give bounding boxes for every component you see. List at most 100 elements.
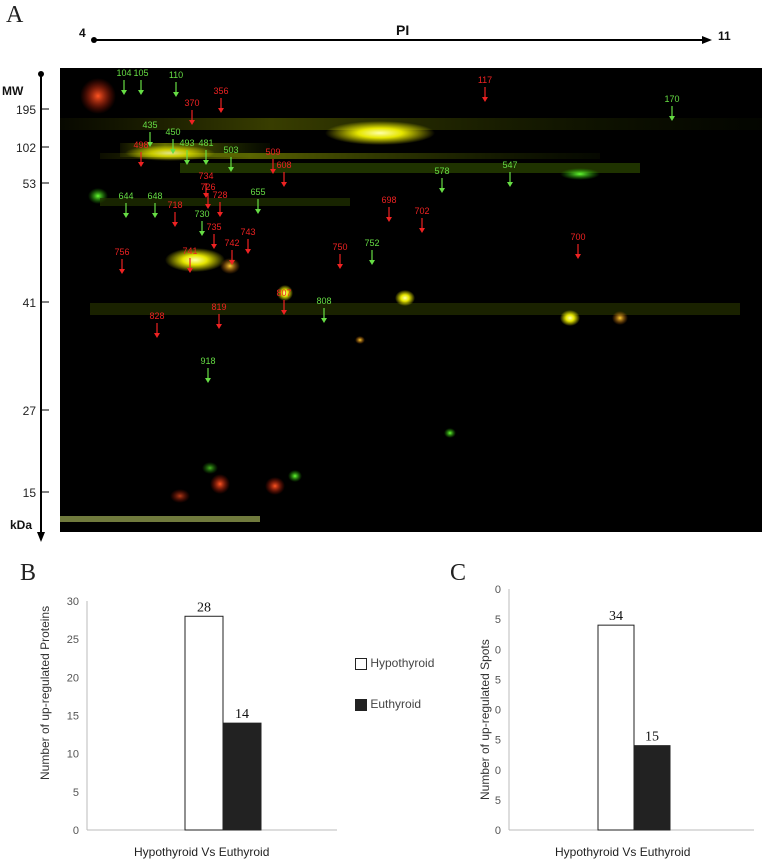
- legend-label-euthyroid: Euthyroid: [370, 697, 422, 711]
- spot-label-819: 819: [211, 302, 227, 312]
- spot-label-608: 608: [276, 160, 292, 170]
- spot-label-750: 750: [332, 242, 348, 252]
- spot-arrow-728: [217, 202, 223, 217]
- legend-item-hypothyroid: Hypothyroid: [355, 656, 434, 670]
- mw-tick-41: 41: [22, 296, 36, 310]
- spot-arrow-648: [152, 203, 158, 218]
- gel-image: [60, 68, 762, 532]
- spot-arrow-730: [199, 221, 205, 236]
- spot-label-655: 655: [250, 187, 266, 197]
- legend-swatch-hypothyroid: [355, 657, 367, 670]
- spot-label-752: 752: [364, 238, 380, 248]
- spot-label-105: 105: [133, 68, 149, 78]
- mw-tick-27: 27: [22, 404, 36, 418]
- spot-label-117: 117: [477, 75, 493, 85]
- spot-annotations: 104 105 110 356 117 170 370 435 450 498 493 481 503 5…: [114, 68, 680, 383]
- spot-arrow-808: [321, 308, 327, 323]
- y-tick-label: 10: [495, 765, 501, 777]
- spot-arrow-743: [245, 239, 251, 254]
- spot-arrow-644: [123, 203, 129, 218]
- spot-arrow-498: [138, 152, 144, 167]
- bar-data-label-hypothyroid: 28: [197, 600, 211, 615]
- panel-c-letter: C: [450, 560, 467, 586]
- y-tick-label: 10: [67, 749, 79, 761]
- spot-arrow-735: [211, 234, 217, 249]
- spot-arrow-726: [205, 194, 211, 209]
- legend-item-euthyroid: Euthyroid: [355, 697, 421, 711]
- bar-euthyroid: [633, 745, 671, 831]
- legend-label-hypothyroid: Hypothyroid: [370, 656, 435, 670]
- panel-a-letter: A: [6, 2, 24, 28]
- spot-label-493: 493: [179, 138, 195, 148]
- spot-label-726: 726: [200, 182, 216, 192]
- mw-axis-arrowhead: [37, 532, 45, 542]
- spot-label-698: 698: [381, 195, 397, 205]
- spot-arrow-117: [482, 87, 488, 102]
- spot-label-110: 110: [168, 70, 184, 80]
- spot-label-807: 807: [276, 288, 292, 298]
- mw-label: MW: [2, 84, 24, 98]
- spot-arrow-819: [216, 314, 222, 329]
- y-tick-label: 25: [67, 634, 79, 646]
- spot-arrow-807: [281, 300, 287, 315]
- y-tick-label: 15: [495, 735, 501, 747]
- spot-arrow-104: [121, 80, 127, 95]
- spot-arrow-655: [255, 199, 261, 214]
- gel-background: [60, 78, 762, 522]
- spot-arrow-435: [147, 132, 153, 147]
- spot-arrow-170: [669, 106, 675, 121]
- panel-b-letter: B: [20, 560, 37, 586]
- spot-label-828: 828: [149, 311, 165, 321]
- spot-label-742: 742: [224, 238, 240, 248]
- spot-label-435: 435: [142, 120, 158, 130]
- spot-label-370: 370: [184, 98, 200, 108]
- spot-arrow-756: [119, 259, 125, 274]
- y-tick-label: 5: [495, 795, 501, 807]
- mw-tick-marks: [41, 108, 49, 493]
- spot-arrow-918: [205, 368, 211, 383]
- spot-label-702: 702: [414, 206, 430, 216]
- spot-arrow-752: [369, 250, 375, 265]
- spot-label-730: 730: [194, 209, 210, 219]
- spot-label-918: 918: [200, 356, 216, 366]
- mw-tick-53: 53: [22, 177, 36, 191]
- y-tick-label: 5: [73, 787, 79, 799]
- spot-arrow-481: [203, 150, 209, 165]
- spot-label-648: 648: [147, 191, 163, 201]
- pi-axis-arrowhead: [702, 36, 712, 44]
- y-tick-label: 0: [495, 825, 501, 837]
- bar-data-label-euthyroid: 14: [235, 707, 249, 722]
- spot-arrow-105: [138, 80, 144, 95]
- y-tick-label: 35: [495, 614, 501, 626]
- spot-arrow-110: [173, 82, 179, 97]
- spot-label-743: 743: [240, 227, 256, 237]
- spot-arrow-493: [184, 150, 190, 165]
- spot-arrow-698: [386, 207, 392, 222]
- spot-label-450: 450: [165, 127, 181, 137]
- spot-arrow-547: [507, 172, 513, 187]
- spot-arrow-828: [154, 323, 160, 338]
- spot-arrow-702: [419, 218, 425, 233]
- spot-arrow-503: [228, 157, 234, 172]
- bar-data-label-euthyroid: 15: [645, 730, 659, 745]
- spot-arrow-700: [575, 244, 581, 259]
- spot-label-808: 808: [316, 296, 332, 306]
- y-tick-label: 30: [67, 596, 79, 608]
- spot-label-734: 734: [198, 171, 214, 181]
- spot-arrow-750: [337, 254, 343, 269]
- mw-tick-15: 15: [22, 486, 36, 500]
- chart-c-xlabel: Hypothyroid Vs Euthyroid: [555, 845, 691, 859]
- chart-b-xlabel: Hypothyroid Vs Euthyroid: [134, 845, 270, 859]
- y-tick-label: 40: [495, 584, 501, 596]
- spot-label-756: 756: [114, 247, 130, 257]
- y-tick-label: 20: [67, 672, 79, 684]
- y-tick-label: 30: [495, 644, 501, 656]
- chart-b-ylabel: Number of up-regulated Proteins: [38, 605, 52, 780]
- y-tick-label: 25: [495, 674, 501, 686]
- y-tick-label: 0: [73, 825, 79, 837]
- spot-arrow-734: [203, 183, 209, 198]
- spot-label-547: 547: [502, 160, 518, 170]
- pi-end-label: 11: [718, 29, 731, 43]
- spot-arrow-608: [281, 172, 287, 187]
- spot-arrow-718: [172, 212, 178, 227]
